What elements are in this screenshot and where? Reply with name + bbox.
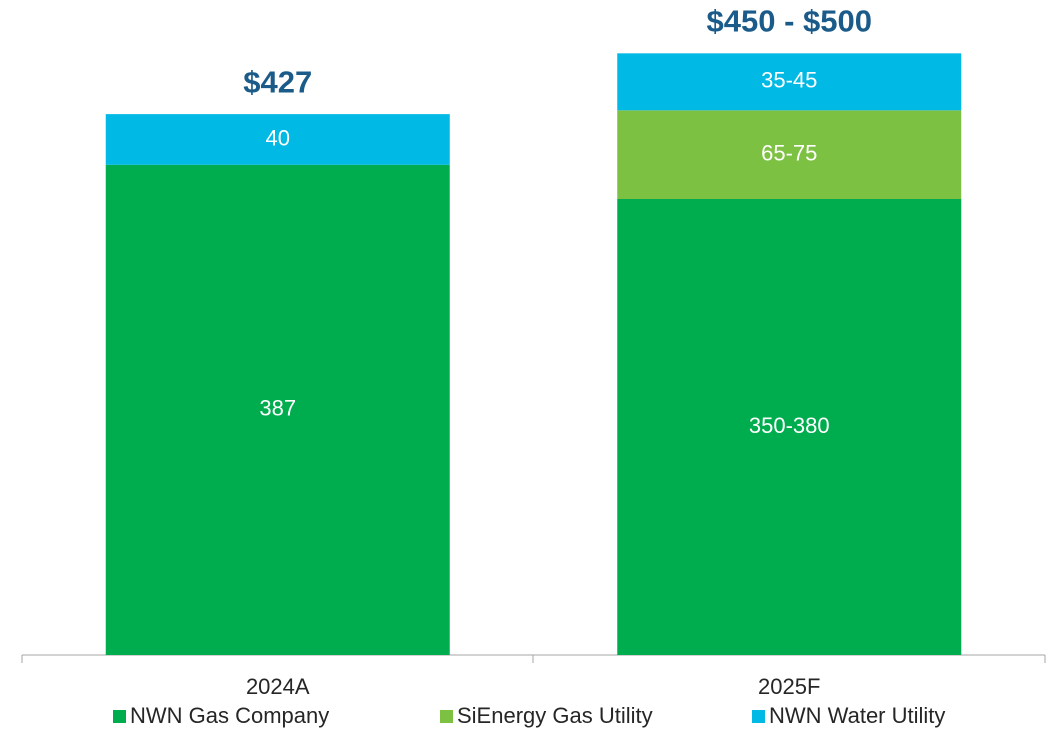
legend-label: NWN Water Utility [769,703,945,728]
data-label: 65-75 [761,140,817,165]
x-tick-label: 2024A [246,674,310,699]
data-label: 35-45 [761,68,817,93]
legend-label: SiEnergy Gas Utility [457,703,653,728]
data-label: 387 [259,396,296,421]
x-tick-label: 2025F [758,674,820,699]
legend-swatch [113,710,126,723]
legend-swatch [440,710,453,723]
total-label: $427 [243,64,312,99]
data-label: 350-380 [749,413,830,438]
legend-swatch [752,710,765,723]
bar-segment [617,110,962,199]
legend-label: NWN Gas Company [130,703,329,728]
bar-segment [617,53,962,111]
bar-segment [105,114,450,165]
data-label: 40 [266,125,290,150]
bar-segment [105,164,450,656]
total-label: $450 - $500 [707,4,872,39]
bar-segment [617,199,962,655]
